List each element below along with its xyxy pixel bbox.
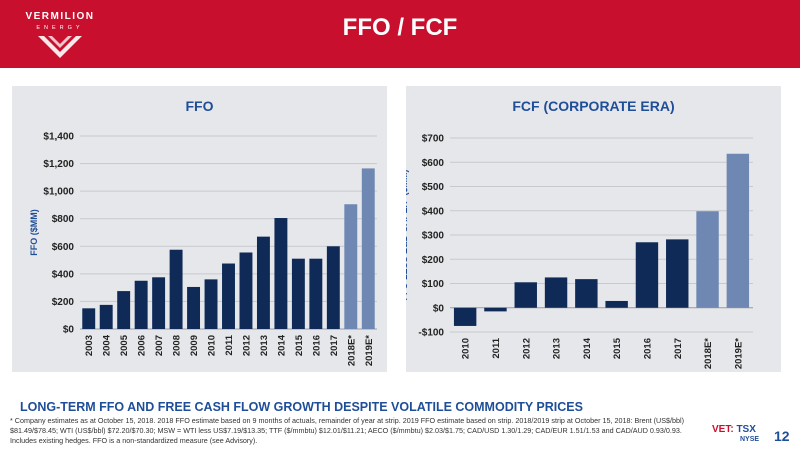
- ffo-ytick-label: $1,000: [43, 187, 74, 198]
- logo-chevron-icon: [38, 36, 82, 58]
- fcf-ytick-label: $0: [433, 303, 445, 314]
- ffo-bar: [204, 279, 218, 329]
- ffo-bar: [344, 204, 358, 329]
- ffo-bar: [256, 236, 270, 329]
- ffo-bar: [117, 291, 131, 329]
- ticker-label: VET:: [712, 424, 734, 435]
- fcf-xtick-label: 2014: [582, 337, 593, 359]
- fcf-ytick-label: -$100: [418, 328, 444, 339]
- ffo-ytick-label: $800: [52, 214, 75, 225]
- ffo-ytick-label: $200: [52, 297, 75, 308]
- ffo-ytick-label: $400: [52, 269, 75, 280]
- ffo-bar: [239, 252, 253, 329]
- ffo-xtick-label: 2011: [224, 334, 235, 355]
- ffo-bar: [134, 280, 148, 329]
- fcf-xtick-label: 2011: [491, 337, 502, 358]
- fcf-bar: [635, 242, 659, 308]
- ffo-xtick-label: 2018E*: [346, 335, 357, 366]
- fcf-bar: [696, 211, 719, 308]
- fcf-ylabel: FFO LESS E&D CAPEX* ($MM): [406, 169, 409, 300]
- slide-subheading: LONG-TERM FFO AND FREE CASH FLOW GROWTH …: [20, 400, 583, 414]
- fcf-bar: [605, 300, 628, 308]
- ffo-bar: [326, 246, 340, 329]
- exchange-listing: VET: TSX NYSE: [712, 424, 759, 443]
- ffo-bar: [361, 168, 375, 329]
- ffo-ylabel: FFO ($MM): [29, 209, 39, 256]
- fcf-xtick-label: 2016: [642, 338, 653, 359]
- fcf-ytick-label: $400: [422, 206, 445, 217]
- fcf-xtick-label: 2019E*: [733, 338, 744, 369]
- page-number: 12: [774, 428, 790, 444]
- ffo-ytick-label: $1,400: [43, 132, 74, 143]
- fcf-xtick-label: 2012: [521, 338, 532, 359]
- ffo-bar: [187, 286, 201, 329]
- ffo-bar: [169, 249, 183, 329]
- ffo-xtick-label: 2015: [294, 334, 305, 356]
- fcf-chart-title: FCF (CORPORATE ERA): [512, 98, 675, 114]
- ffo-ytick-label: $600: [52, 242, 75, 253]
- ffo-xtick-label: 2009: [189, 335, 200, 356]
- fcf-xtick-label: 2018E*: [703, 338, 714, 369]
- fcf-ytick-label: $600: [422, 158, 445, 169]
- ffo-chart-title: FFO: [185, 98, 214, 114]
- ffo-xtick-label: 2012: [241, 335, 252, 356]
- fcf-bar: [453, 307, 477, 326]
- ffo-ytick-label: $1,200: [43, 159, 74, 170]
- fcf-bar: [544, 277, 568, 308]
- slide-title: FFO / FCF: [342, 14, 458, 41]
- ffo-xtick-label: 2019E*: [364, 335, 375, 366]
- fcf-ytick-label: $300: [422, 231, 445, 242]
- logo-company-sub: ENERGY: [36, 25, 83, 31]
- company-logo: VERMILION ENERGY: [25, 11, 94, 58]
- fcf-bar: [514, 282, 537, 308]
- ffo-xtick-label: 2003: [84, 335, 95, 356]
- footnote: * Company estimates as at October 15, 20…: [10, 416, 684, 445]
- fcf-ytick-label: $100: [422, 279, 445, 290]
- ffo-bar: [152, 277, 166, 329]
- ffo-xtick-label: 2006: [137, 335, 148, 356]
- ffo-bar: [291, 258, 305, 329]
- fcf-bar: [484, 307, 507, 312]
- fcf-bar: [666, 239, 689, 308]
- ffo-bar: [309, 258, 323, 329]
- ffo-xtick-label: 2007: [154, 335, 165, 356]
- ffo-xtick-label: 2004: [102, 334, 113, 356]
- fcf-ytick-label: $500: [422, 182, 445, 193]
- ffo-bar: [222, 263, 235, 329]
- fcf-bar: [575, 279, 598, 308]
- ffo-bar: [82, 308, 96, 329]
- fcf-ytick-label: $700: [422, 134, 445, 145]
- fcf-chart-panel: FCF (CORPORATE ERA) -$100 $0 $100 $200 $300 $…: [406, 86, 781, 372]
- ffo-chart-panel: FFO $0 $200 $400 $600 $800 $1,000 $1,200 $1,400…: [12, 86, 387, 372]
- fcf-xtick-label: 2015: [612, 337, 623, 359]
- fcf-ytick-label: $200: [422, 255, 445, 266]
- ffo-xtick-label: 2016: [311, 335, 322, 356]
- ffo-bar: [274, 218, 288, 329]
- ffo-xtick-label: 2008: [172, 335, 183, 356]
- ffo-xtick-label: 2017: [329, 335, 340, 356]
- logo-company-name: VERMILION: [25, 11, 94, 22]
- ffo-ytick-label: $0: [63, 325, 75, 336]
- fcf-xtick-label: 2010: [461, 338, 472, 359]
- ffo-xtick-label: 2005: [119, 334, 130, 356]
- ffo-xtick-label: 2010: [207, 335, 218, 356]
- ffo-chart: $0 $200 $400 $600 $800 $1,000 $1,200 $1,400 FFO …: [29, 132, 377, 366]
- nyse-label: NYSE: [740, 436, 760, 443]
- ffo-bar: [99, 304, 113, 329]
- fcf-xtick-label: 2013: [552, 338, 563, 359]
- ffo-xtick-label: 2013: [259, 335, 270, 356]
- logo-chevron-inner-icon: [48, 36, 72, 48]
- ffo-xtick-label: 2014: [276, 334, 287, 356]
- fcf-xtick-label: 2017: [673, 338, 684, 359]
- fcf-chart: -$100 $0 $100 $200 $300 $400 $500 $600 $700 FFO L…: [406, 134, 753, 369]
- header-banner: VERMILION ENERGY FFO / FCF: [0, 0, 800, 68]
- fcf-bar: [726, 153, 750, 308]
- tsx-label: TSX: [736, 424, 756, 435]
